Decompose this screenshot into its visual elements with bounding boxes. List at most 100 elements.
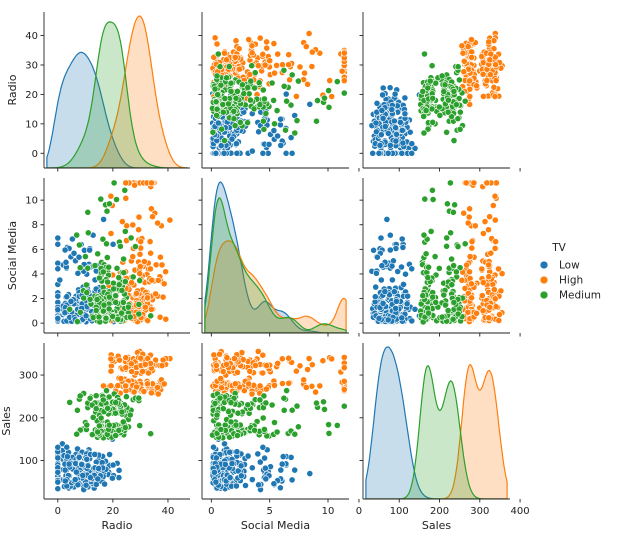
- point: [384, 149, 392, 157]
- point: [140, 258, 148, 265]
- point: [227, 418, 235, 426]
- panel-2-0: 0 20 40 100 200 300: [19, 343, 190, 517]
- point: [466, 77, 473, 85]
- point: [379, 115, 387, 122]
- point: [369, 149, 377, 157]
- point: [154, 219, 161, 227]
- point: [251, 426, 258, 434]
- point: [233, 432, 241, 439]
- point: [371, 293, 379, 301]
- point: [325, 429, 333, 437]
- point: [225, 63, 233, 70]
- point: [104, 404, 111, 412]
- point: [105, 421, 113, 429]
- point: [54, 306, 62, 314]
- point: [486, 71, 494, 79]
- point: [466, 268, 473, 276]
- point: [478, 292, 486, 299]
- point: [129, 253, 137, 260]
- point: [491, 216, 499, 224]
- point: [216, 394, 224, 402]
- point: [279, 453, 287, 460]
- point: [491, 192, 499, 200]
- point: [159, 356, 167, 364]
- point: [390, 288, 398, 296]
- point: [121, 186, 129, 194]
- point: [259, 50, 267, 58]
- point: [71, 476, 79, 483]
- point: [214, 119, 222, 127]
- point: [456, 125, 464, 133]
- point: [288, 71, 296, 79]
- point: [244, 452, 252, 460]
- point: [308, 63, 316, 70]
- point: [386, 141, 394, 149]
- point: [244, 119, 251, 127]
- point: [468, 244, 476, 252]
- point: [247, 77, 255, 85]
- point: [294, 423, 302, 431]
- point: [282, 90, 290, 98]
- point: [100, 382, 107, 390]
- point: [428, 62, 436, 70]
- point: [217, 426, 225, 433]
- point: [340, 49, 348, 57]
- point: [220, 149, 228, 157]
- point: [112, 292, 120, 300]
- point: [119, 218, 126, 225]
- point: [135, 300, 143, 308]
- point: [450, 262, 457, 269]
- point: [479, 307, 487, 315]
- point: [468, 54, 475, 61]
- point: [428, 186, 436, 194]
- point: [94, 428, 102, 436]
- point: [372, 269, 380, 277]
- point: [82, 253, 89, 260]
- point: [424, 274, 432, 281]
- x-tick-label: 0: [356, 506, 362, 517]
- point: [232, 94, 240, 102]
- point: [211, 85, 219, 93]
- scatter-series-low: [209, 435, 314, 493]
- point: [280, 394, 288, 402]
- point: [158, 362, 166, 369]
- point: [263, 38, 270, 46]
- point: [126, 411, 134, 419]
- point: [273, 62, 280, 69]
- y-tick-label: 10: [25, 196, 38, 207]
- point: [408, 265, 416, 273]
- point: [386, 84, 394, 92]
- point: [460, 209, 468, 217]
- point: [73, 231, 81, 239]
- point: [223, 74, 230, 82]
- point: [106, 451, 113, 458]
- point: [231, 122, 239, 129]
- point: [236, 118, 244, 126]
- point: [209, 128, 217, 136]
- point: [246, 96, 254, 104]
- point: [96, 274, 103, 282]
- point: [266, 57, 274, 65]
- point: [160, 280, 168, 288]
- scatter-series-high: [458, 179, 506, 325]
- point: [273, 107, 281, 114]
- legend-label-high: High: [559, 275, 583, 287]
- point: [320, 398, 327, 406]
- point: [101, 480, 108, 488]
- point: [461, 284, 469, 292]
- point: [114, 382, 122, 389]
- point: [278, 460, 286, 468]
- point: [107, 367, 115, 375]
- point: [392, 297, 400, 305]
- point: [228, 460, 236, 467]
- point: [377, 234, 385, 242]
- point: [94, 250, 102, 258]
- point: [144, 294, 151, 302]
- point: [214, 50, 222, 58]
- point: [468, 280, 475, 288]
- point: [82, 481, 90, 489]
- point: [283, 387, 290, 394]
- point: [54, 443, 62, 451]
- point: [54, 454, 62, 462]
- kde-medium: [204, 197, 347, 333]
